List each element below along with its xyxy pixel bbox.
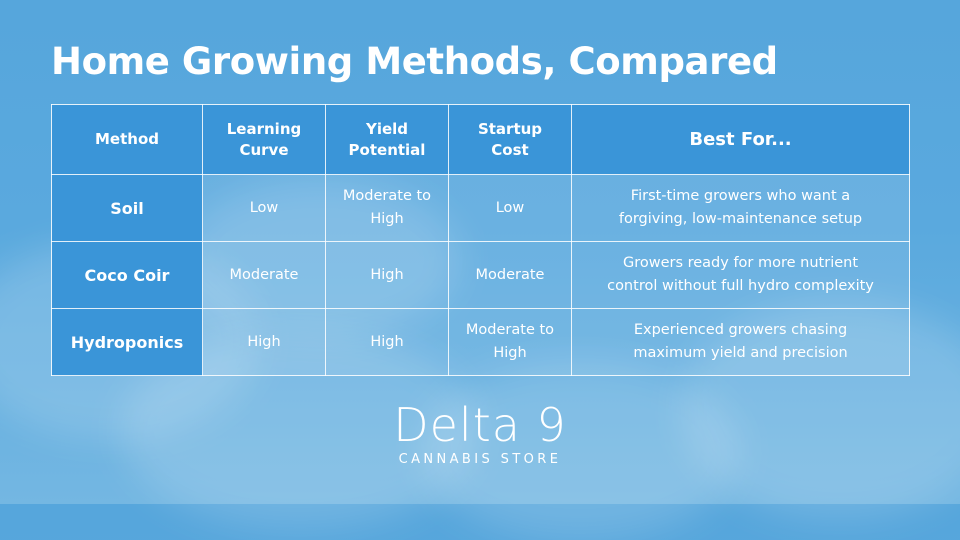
page-title: Home Growing Methods, Compared — [51, 40, 778, 83]
row-header-method: Coco Coir — [51, 241, 203, 309]
header-text: Curve — [239, 140, 289, 159]
header-text: Learning — [226, 119, 302, 138]
cell-text: High — [370, 266, 404, 283]
cell-text: control without full hydro complexity — [607, 278, 874, 294]
cell-text: High — [370, 333, 404, 350]
header-text: Potential — [348, 140, 426, 159]
cell-text: Moderate — [475, 266, 545, 283]
cell-text: High — [247, 333, 281, 350]
column-header-best-for: Best For... — [571, 104, 910, 175]
logo-wordmark: Delta 9 — [393, 398, 567, 452]
cell-text: Moderate to — [342, 188, 432, 204]
cell-startup-cost: Moderate — [448, 241, 572, 309]
table-row: Hydroponics High High Moderate to High E… — [51, 308, 910, 376]
table-row: Soil Low Moderate to High Low First-time… — [51, 174, 910, 242]
table-row: Coco Coir Moderate High Moderate Growers… — [51, 241, 910, 309]
cell-text: maximum yield and precision — [633, 345, 848, 361]
cell-learning-curve: High — [202, 308, 326, 376]
column-header-learning-curve: Learning Curve — [202, 104, 326, 175]
cell-startup-cost: Moderate to High — [448, 308, 572, 376]
column-header-startup-cost: Startup Cost — [448, 104, 572, 175]
cell-learning-curve: Low — [202, 174, 326, 242]
header-text: Startup — [477, 119, 543, 138]
table-header-row: Method Learning Curve Yield Potential St… — [51, 104, 910, 175]
cell-learning-curve: Moderate — [202, 241, 326, 309]
cell-best-for: Experienced growers chasing maximum yiel… — [571, 308, 910, 376]
header-text: Best For... — [689, 129, 792, 150]
column-header-yield-potential: Yield Potential — [325, 104, 449, 175]
column-header-method: Method — [51, 104, 203, 175]
cell-yield-potential: High — [325, 241, 449, 309]
cell-startup-cost: Low — [448, 174, 572, 242]
cell-text: Low — [249, 199, 279, 216]
cell-yield-potential: Moderate to High — [325, 174, 449, 242]
cell-text: First-time growers who want a — [630, 188, 851, 204]
header-text: Method — [95, 130, 159, 148]
cell-text: Moderate — [229, 266, 299, 283]
row-header-method: Soil — [51, 174, 203, 242]
cell-best-for: First-time growers who want a forgiving,… — [571, 174, 910, 242]
cell-text: Growers ready for more nutrient — [622, 255, 859, 271]
comparison-table: Method Learning Curve Yield Potential St… — [51, 104, 910, 376]
header-text: Cost — [491, 140, 529, 159]
cell-text: Moderate to — [465, 322, 555, 338]
row-header-method: Hydroponics — [51, 308, 203, 376]
header-text: Yield — [365, 119, 409, 138]
cell-best-for: Growers ready for more nutrient control … — [571, 241, 910, 309]
cell-text: High — [370, 211, 404, 227]
cell-text: Low — [495, 199, 525, 216]
cell-text: forgiving, low-maintenance setup — [618, 211, 863, 227]
cell-text: High — [493, 345, 527, 361]
cell-text: Experienced growers chasing — [633, 322, 848, 338]
cell-yield-potential: High — [325, 308, 449, 376]
logo-tagline: CANNABIS STORE — [398, 452, 562, 467]
brand-logo: Delta 9 CANNABIS STORE — [360, 398, 600, 467]
